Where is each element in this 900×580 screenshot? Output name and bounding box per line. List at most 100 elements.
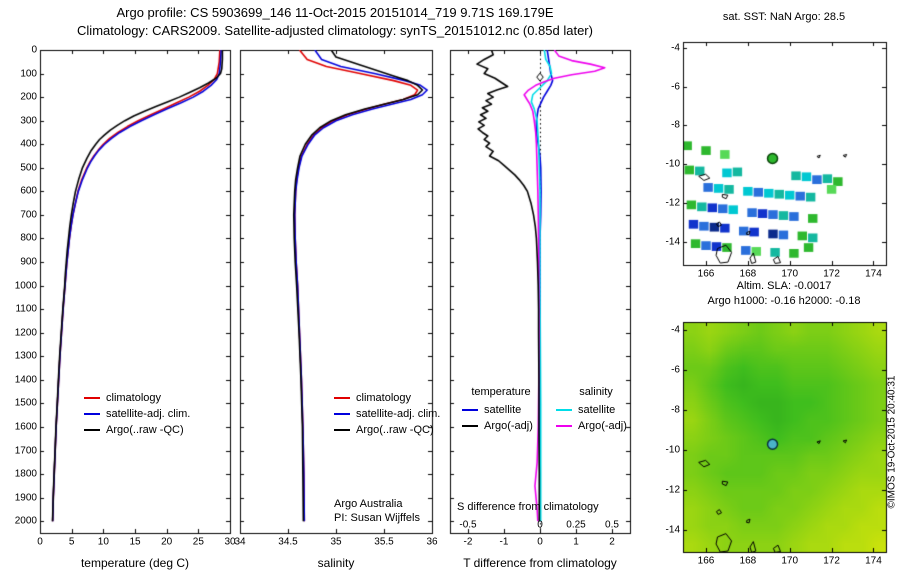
figure-title-line2: Climatology: CARS2009. Satellite-adjuste… (77, 23, 593, 38)
salinity-x-tick: 35.5 (374, 536, 394, 548)
legend-label: satellite-adj. clim. (106, 408, 191, 420)
depth-y-tick: 100 (20, 68, 37, 80)
legend-label: satellite (578, 404, 616, 416)
xlabel-t-difference: T difference from climatology (463, 556, 617, 570)
sst-lat-tick: -12 (665, 197, 680, 209)
t-argo-line-swatch (462, 425, 478, 427)
temperature-x-tick: 5 (68, 536, 75, 548)
sst-lat-tick: -14 (665, 236, 680, 248)
sla-lat-tick: -6 (671, 364, 680, 376)
s-diff-x-tick: 0 (537, 519, 543, 531)
sla-lon-tick: 166 (697, 555, 715, 567)
temperature-x-tick: 10 (97, 536, 109, 548)
sst-lon-tick: 170 (781, 268, 799, 280)
legend-label: Argo(-adj) (484, 420, 533, 432)
depth-y-tick: 1500 (14, 397, 37, 409)
depth-y-tick: 1600 (14, 421, 37, 433)
argo-line-swatch (334, 429, 350, 431)
diff-legend-temperature-column: satellite Argo(-adj) (462, 402, 533, 434)
depth-y-tick: 2000 (14, 515, 37, 527)
climatology-line-swatch (84, 397, 100, 399)
t-diff-x-tick: 2 (609, 536, 615, 548)
t-diff-x-tick: 1 (573, 536, 579, 548)
sla-lon-tick: 168 (739, 555, 757, 567)
sst-lat-tick: -4 (671, 42, 680, 54)
legend-label: satellite (484, 404, 522, 416)
legend-label: climatology (106, 392, 162, 404)
argo-line-swatch (84, 429, 100, 431)
pi-label: PI: Susan Wijffels (334, 512, 420, 524)
salinity-x-tick: 34.5 (278, 536, 298, 548)
argo-australia-label: Argo Australia (334, 498, 403, 510)
sla-lat-tick: -8 (671, 404, 680, 416)
s-diff-x-tick: 0.5 (605, 519, 619, 531)
sst-lat-tick: -10 (665, 158, 680, 170)
sst-lat-tick: -6 (671, 81, 680, 93)
salinity-x-tick: 36 (426, 536, 438, 548)
xlabel-temperature: temperature (deg C) (80, 556, 190, 570)
temperature-x-tick: 0 (37, 536, 43, 548)
legend-salinity-panel: climatology satellite-adj. clim. Argo(..… (334, 390, 440, 438)
t-diff-x-tick: -2 (463, 536, 473, 548)
sla-lon-tick: 174 (865, 555, 882, 567)
sla-lat-tick: -14 (665, 524, 680, 536)
depth-y-tick: 200 (20, 91, 37, 103)
s-satellite-line-swatch (556, 409, 572, 411)
legend-label: Argo(..raw -QC) (106, 424, 184, 436)
sla-lat-tick: -12 (665, 484, 680, 496)
legend-item-t-satellite: satellite (462, 402, 533, 418)
legend-item-climatology: climatology (84, 390, 190, 406)
temperature-x-tick: 15 (129, 536, 141, 548)
sla-lat-tick: -10 (665, 444, 680, 456)
temperature-x-tick: 20 (161, 536, 173, 548)
depth-y-tick: 700 (20, 209, 37, 221)
temperature-x-tick: 30 (224, 536, 236, 548)
legend-label: Argo(-adj) (578, 420, 627, 432)
legend-label: Argo(..raw -QC) (356, 424, 434, 436)
legend-item-s-satellite: satellite (556, 402, 627, 418)
legend-item-s-argo: Argo(-adj) (556, 418, 627, 434)
depth-y-tick: 1000 (14, 280, 37, 292)
depth-y-tick: 1800 (14, 468, 37, 480)
depth-y-tick: 900 (20, 256, 37, 268)
depth-y-tick: 0 (31, 44, 37, 56)
salinity-x-tick: 34 (234, 536, 246, 548)
s-argo-line-swatch (556, 425, 572, 427)
sst-lon-tick: 172 (823, 268, 840, 280)
legend-label: satellite-adj. clim. (356, 408, 441, 420)
depth-y-tick: 1300 (14, 350, 37, 362)
diff-legend-salinity-column: satellite Argo(-adj) (556, 402, 627, 434)
legend-item-t-argo: Argo(-adj) (462, 418, 533, 434)
sla-lon-tick: 170 (781, 555, 799, 567)
satellite-clim-line-swatch (84, 413, 100, 415)
sst-lat-tick: -8 (671, 119, 680, 131)
t-satellite-line-swatch (462, 409, 478, 411)
diff-legend-header-temperature: temperature (471, 386, 531, 398)
depth-y-tick: 600 (20, 185, 37, 197)
legend-temperature-panel: climatology satellite-adj. clim. Argo(..… (84, 390, 190, 438)
salinity-x-tick: 35 (330, 536, 342, 548)
satellite-clim-line-swatch (334, 413, 350, 415)
legend-item-satellite-clim: satellite-adj. clim. (334, 406, 440, 422)
depth-y-tick: 1100 (15, 303, 37, 315)
figure-title-line1: Argo profile: CS 5903699_146 11-Oct-2015… (116, 5, 554, 20)
sst-map-title: sat. SST: NaN Argo: 28.5 (722, 11, 846, 23)
s-difference-label: S difference from climatology (457, 501, 599, 513)
climatology-line-swatch (334, 397, 350, 399)
diff-legend-header-salinity: salinity (579, 386, 613, 398)
depth-y-tick: 800 (20, 232, 37, 244)
sst-lon-tick: 174 (865, 268, 882, 280)
depth-y-tick: 1200 (14, 327, 37, 339)
sla-lat-tick: -4 (671, 324, 680, 336)
depth-y-tick: 1700 (14, 445, 37, 457)
sst-lon-tick: 166 (697, 268, 715, 280)
depth-y-tick: 500 (20, 162, 37, 174)
legend-item-argo: Argo(..raw -QC) (84, 422, 190, 438)
depth-y-tick: 300 (20, 115, 37, 127)
t-diff-x-tick: -1 (499, 536, 509, 548)
legend-label: climatology (356, 392, 412, 404)
s-diff-x-tick: 0.25 (566, 519, 586, 531)
xlabel-salinity: salinity (317, 556, 355, 570)
